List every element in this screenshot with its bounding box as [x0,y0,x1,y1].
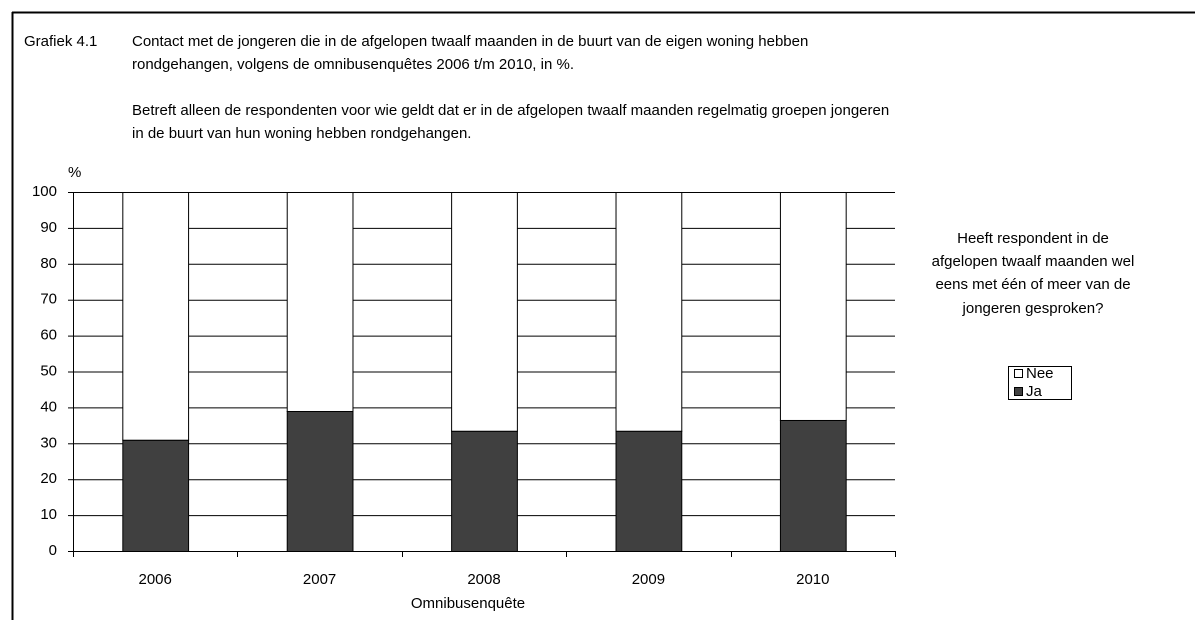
y-tick-label: 50 [40,362,57,379]
y-tick-label: 30 [40,434,57,451]
legend-title: jongeren gesproken? [962,300,1104,317]
bar [286,410,354,552]
legend-swatch [1014,369,1023,378]
x-tick-label: 2008 [467,571,500,588]
y-tick-label: 40 [40,398,57,415]
bar [615,430,683,552]
x-tick-label: 2007 [303,571,336,588]
y-tick-label: 20 [40,470,57,487]
bar [779,419,847,552]
x-tick-label: 2009 [632,571,665,588]
y-tick-label: 90 [40,219,57,236]
chart-label: Grafiek 4.1 [24,33,97,50]
legend-label: Ja [1026,383,1043,400]
bar [451,430,518,552]
legend-title: afgelopen twaalf maanden wel [932,253,1135,270]
x-tick-label: 2006 [139,571,172,588]
y-axis-label: % [68,164,81,181]
bar [122,439,190,552]
bar [451,192,518,432]
legend-title: eens met één of meer van de [935,276,1130,293]
bar [286,192,354,412]
chart-subtitle: in de buurt van hun woning hebben rondge… [132,125,471,142]
legend-label: Nee [1026,365,1054,382]
y-tick-label: 80 [40,255,57,272]
chart-title: rondgehangen, volgens de omnibusenquêtes… [132,56,574,73]
bar [779,192,847,421]
bar [615,192,683,432]
x-tick-label: 2010 [796,571,829,588]
y-tick-label: 100 [32,183,57,200]
y-tick-label: 70 [40,291,57,308]
x-axis-label: Omnibusenquête [411,595,525,612]
legend-swatch [1014,387,1023,396]
bar [122,192,190,441]
y-tick-label: 10 [40,506,57,523]
y-tick-label: 60 [40,327,57,344]
chart-title: Contact met de jongeren die in de afgelo… [132,33,808,50]
y-tick-label: 0 [49,542,57,559]
chart-subtitle: Betreft alleen de respondenten voor wie … [132,102,889,119]
legend-title: Heeft respondent in de [957,230,1109,247]
